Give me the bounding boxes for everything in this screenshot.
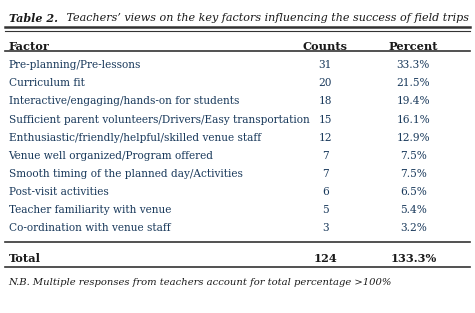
Text: 12: 12 [319,133,332,143]
Text: 7: 7 [322,151,329,161]
Text: Interactive/engaging/hands-on for students: Interactive/engaging/hands-on for studen… [9,96,239,106]
Text: 7.5%: 7.5% [400,151,427,161]
Text: Curriculum fit: Curriculum fit [9,78,85,88]
Text: 12.9%: 12.9% [397,133,430,143]
Text: 133.3%: 133.3% [390,253,437,264]
Text: Sufficient parent volunteers/Drivers/Easy transportation: Sufficient parent volunteers/Drivers/Eas… [9,115,309,125]
Text: Teachers’ views on the key factors influencing the success of field trips: Teachers’ views on the key factors influ… [63,13,469,23]
Text: 5: 5 [322,205,329,215]
Text: N.B. Multiple responses from teachers account for total percentage >100%: N.B. Multiple responses from teachers ac… [9,278,392,287]
Text: 15: 15 [319,115,332,125]
Text: 33.3%: 33.3% [397,60,430,70]
Text: 7.5%: 7.5% [400,169,427,179]
Text: 31: 31 [319,60,332,70]
Text: 6.5%: 6.5% [400,187,427,197]
Text: Counts: Counts [303,41,348,52]
Text: 7: 7 [322,169,329,179]
Text: 18: 18 [319,96,332,106]
Text: Smooth timing of the planned day/Activities: Smooth timing of the planned day/Activit… [9,169,242,179]
Text: 20: 20 [319,78,332,88]
Text: Teacher familiarity with venue: Teacher familiarity with venue [9,205,171,215]
Text: 6: 6 [322,187,329,197]
Text: 16.1%: 16.1% [396,115,430,125]
Text: Enthusiastic/friendly/helpful/skilled venue staff: Enthusiastic/friendly/helpful/skilled ve… [9,133,261,143]
Text: 21.5%: 21.5% [397,78,430,88]
Text: 5.4%: 5.4% [400,205,427,215]
Text: 3: 3 [322,223,329,233]
Text: Table 2.: Table 2. [9,13,57,24]
Text: 3.2%: 3.2% [400,223,427,233]
Text: 19.4%: 19.4% [397,96,430,106]
Text: Pre-planning/Pre-lessons: Pre-planning/Pre-lessons [9,60,141,70]
Text: Post-visit activities: Post-visit activities [9,187,108,197]
Text: Total: Total [9,253,40,264]
Text: Percent: Percent [389,41,438,52]
Text: Co-ordination with venue staff: Co-ordination with venue staff [9,223,170,233]
Text: Factor: Factor [9,41,49,52]
Text: 124: 124 [314,253,337,264]
Text: Venue well organized/Program offered: Venue well organized/Program offered [9,151,214,161]
